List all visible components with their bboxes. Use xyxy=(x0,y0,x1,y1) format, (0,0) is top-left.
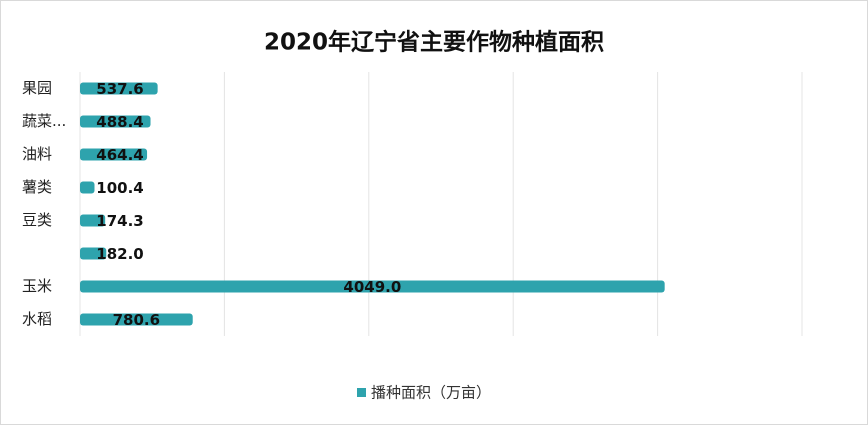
data-label: 537.6 xyxy=(96,80,143,98)
legend-swatch xyxy=(357,388,366,397)
bar xyxy=(80,148,148,161)
y-tick-label: 玉米 xyxy=(22,277,52,295)
data-label: 464.4 xyxy=(96,146,143,164)
data-label: 488.4 xyxy=(96,113,143,131)
data-label: 4049.0 xyxy=(343,278,401,296)
y-tick-label: 水稻 xyxy=(22,310,52,328)
legend-label: 播种面积（万亩） xyxy=(371,384,491,402)
data-label: 780.6 xyxy=(113,311,160,329)
y-tick-label: 豆类 xyxy=(22,211,52,229)
bar xyxy=(80,313,193,326)
data-label: 100.4 xyxy=(96,179,143,197)
bar xyxy=(80,280,665,293)
bar xyxy=(80,247,107,260)
data-label: 174.3 xyxy=(96,212,143,230)
bar xyxy=(80,214,106,227)
chart-title: 2020年辽宁省主要作物种植面积 xyxy=(264,29,604,56)
bar xyxy=(80,82,158,95)
data-label: 182.0 xyxy=(96,245,143,263)
bar xyxy=(80,115,151,128)
y-tick-label: 蔬菜... xyxy=(22,112,66,130)
y-tick-label: 油料 xyxy=(22,145,52,163)
y-tick-label: 薯类 xyxy=(22,178,52,196)
bar xyxy=(80,181,95,194)
y-tick-label: 果园 xyxy=(22,79,52,97)
